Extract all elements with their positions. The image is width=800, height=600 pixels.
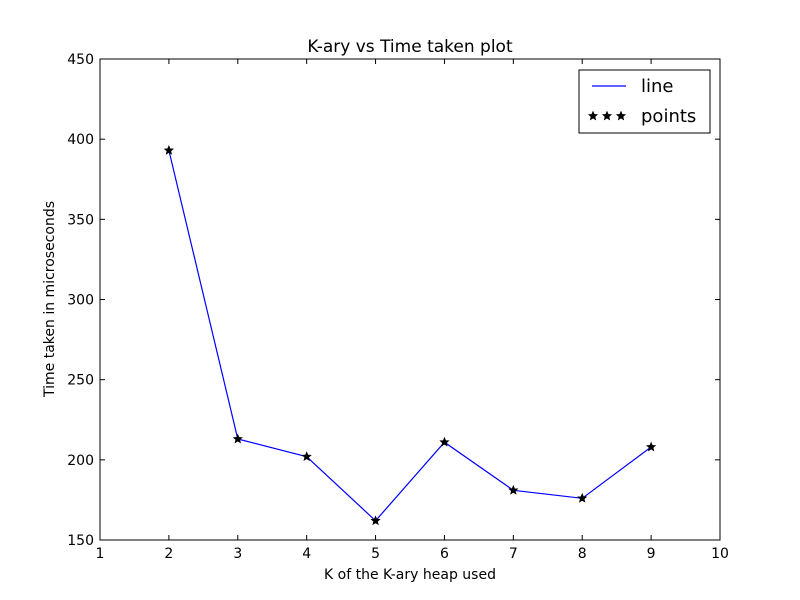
data-point-star [232,433,243,444]
series-line [168,150,652,522]
x-tick-label: 1 [96,546,105,562]
data-point-star [163,145,175,155]
data-point-star [645,441,657,452]
y-tick-label: 200 [67,453,94,469]
data-point-star [508,484,519,495]
y-tick-label: 300 [67,293,94,309]
chart-title: K-ary vs Time taken plot [307,37,513,57]
data-point-star [301,451,312,461]
x-tick-label: 6 [440,546,449,562]
plot-frame [99,58,721,541]
data-point-star [370,515,381,526]
y-axis-label: Time taken in microseconds [42,201,58,398]
x-tick-label: 3 [233,546,242,562]
x-axis: 1 2 3 4 5 6 7 8 9 10 [96,59,729,562]
y-axis: 150 200 250 300 350 400 450 [67,52,720,549]
plot-series [163,145,657,526]
y-tick-label: 400 [67,132,94,148]
legend: line points [578,69,711,134]
x-tick-label: 9 [647,546,656,562]
legend-star-swatch [587,110,599,121]
x-tick-label: 10 [711,546,729,562]
data-point-star [439,436,450,447]
legend-star-swatch [601,110,613,121]
legend-label-points: points [641,106,696,127]
data-point-star [577,492,588,503]
y-tick-label: 250 [67,373,94,389]
x-tick-label: 7 [509,546,518,562]
legend-label-line: line [641,76,673,97]
x-tick-label: 5 [371,546,380,562]
x-tick-label: 2 [164,546,173,562]
y-tick-label: 150 [67,533,94,549]
legend-box [578,69,711,134]
x-tick-label: 4 [302,546,311,562]
legend-star-swatch [615,110,627,121]
y-tick-label: 450 [67,52,94,68]
x-axis-label: K of the K-ary heap used [324,567,496,583]
y-tick-label: 350 [67,212,94,228]
x-tick-label: 8 [578,546,587,562]
